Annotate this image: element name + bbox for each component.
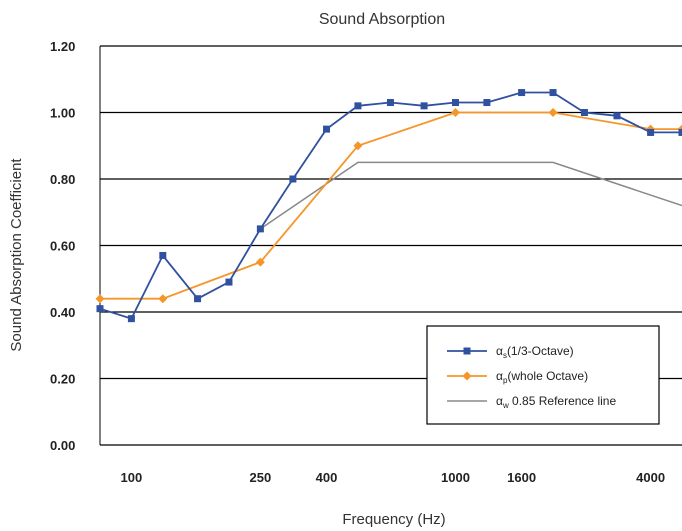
y-tick-label: 0.40 — [50, 305, 75, 320]
series-w — [259, 161, 682, 230]
data-point — [549, 89, 557, 97]
x-tick-label: 4000 — [636, 470, 665, 485]
series-line — [99, 91, 682, 320]
series-line — [259, 161, 682, 230]
data-point — [255, 257, 265, 267]
x-tick-label: 100 — [121, 470, 143, 485]
data-point — [96, 305, 104, 313]
y-tick-label: 0.20 — [50, 372, 75, 387]
data-point — [354, 102, 362, 110]
data-point — [580, 109, 588, 116]
legend-label: αw 0.85 Reference line — [496, 394, 616, 410]
legend-item-w: αw 0.85 Reference line — [447, 394, 616, 410]
data-point — [127, 315, 135, 323]
y-tick-label: 0.00 — [50, 438, 75, 453]
y-axis-title: Sound Absorption Coefficient — [8, 158, 25, 352]
data-point — [158, 294, 168, 304]
data-point — [678, 128, 682, 136]
data-point — [256, 225, 264, 233]
legend-swatch-marker — [463, 347, 471, 355]
data-point — [613, 112, 621, 120]
gridlines — [99, 45, 682, 446]
data-point — [647, 128, 655, 136]
y-tick-label: 1.20 — [50, 39, 75, 54]
y-tick-label: 1.00 — [50, 106, 75, 121]
data-point — [450, 108, 460, 117]
legend-item-s: αs(1/3-Octave) — [447, 344, 574, 360]
y-tick-label: 0.80 — [50, 172, 75, 187]
data-point — [353, 141, 363, 151]
data-point — [451, 99, 459, 107]
data-point — [386, 99, 394, 107]
x-axis-title: Frequency (Hz) — [342, 511, 445, 528]
legend-swatch-marker — [462, 371, 472, 381]
data-point — [194, 295, 202, 303]
legend: αs(1/3-Octave) αp(whole Octave) αw 0.85 Re… — [426, 325, 660, 425]
data-point — [289, 175, 297, 183]
data-point — [225, 278, 233, 286]
y-tick-labels: 0.00 0.20 0.40 0.60 0.80 1.00 1.20 — [50, 39, 75, 453]
x-tick-labels: 100 250 400 1000 1600 4000 — [121, 470, 666, 485]
data-point — [95, 294, 105, 304]
series-s — [96, 89, 682, 323]
data-point — [483, 99, 491, 107]
x-tick-label: 1000 — [441, 470, 470, 485]
chart-title: Sound Absorption — [319, 11, 445, 28]
legend-label: αp(whole Octave) — [496, 369, 588, 385]
x-tick-label: 250 — [250, 470, 272, 485]
y-tick-label: 0.60 — [50, 239, 75, 254]
data-series — [95, 89, 682, 323]
series-line — [100, 111, 682, 300]
data-point — [159, 251, 167, 259]
x-tick-label: 400 — [316, 470, 338, 485]
legend-item-p: αp(whole Octave) — [447, 369, 588, 385]
data-point — [323, 125, 331, 133]
legend-label: αs(1/3-Octave) — [496, 344, 574, 360]
data-point — [518, 89, 526, 97]
data-point — [548, 108, 558, 117]
x-tick-label: 1600 — [507, 470, 536, 485]
series-p — [95, 108, 682, 304]
data-point — [420, 102, 428, 110]
